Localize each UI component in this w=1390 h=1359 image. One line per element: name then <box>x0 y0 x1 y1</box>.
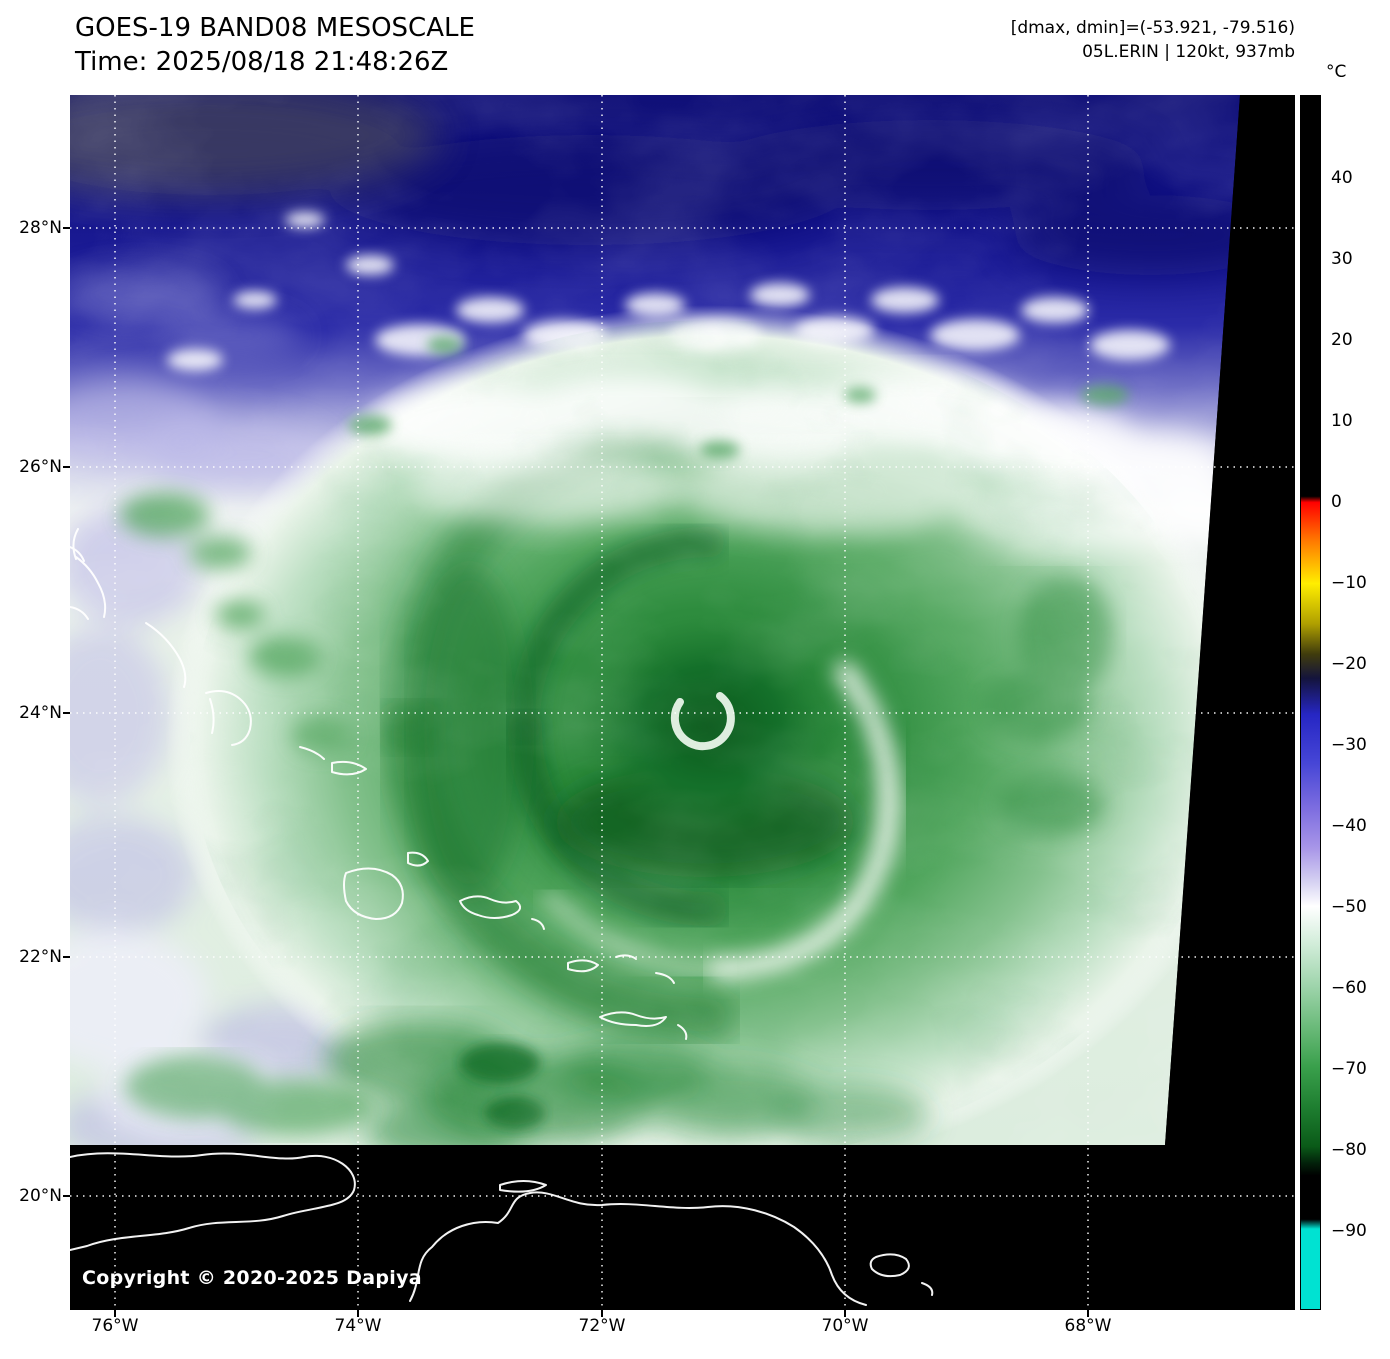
graticule-gridlines <box>70 95 1295 1310</box>
dmax-dmin-label: [dmax, dmin]=(-53.921, -79.516) <box>1010 18 1295 38</box>
colorbar-tick-30: 30 <box>1331 249 1353 269</box>
lat-label-20n: 20°N <box>19 1186 62 1206</box>
colorbar-tick-m90: −90 <box>1331 1221 1367 1241</box>
colorbar-tick-m60: −60 <box>1331 978 1367 998</box>
colorbar-tick-m70: −70 <box>1331 1059 1367 1079</box>
shield-texture <box>190 320 1230 1145</box>
lon-label-70w: 70°W <box>821 1316 869 1336</box>
lon-tick <box>844 1310 846 1317</box>
colorbar-unit-label: °C <box>1326 62 1347 82</box>
no-data-mask <box>70 95 1295 1310</box>
imagery-layers <box>70 95 1240 1145</box>
lon-label-68w: 68°W <box>1064 1316 1112 1336</box>
lon-tick <box>114 1310 116 1317</box>
colorbar-tick-m30: −30 <box>1331 735 1367 755</box>
lat-label-26n: 26°N <box>19 457 62 477</box>
temperature-colorbar <box>1300 95 1321 1310</box>
figure-title: GOES-19 BAND08 MESOSCALE <box>75 13 475 43</box>
colorbar-tick-m10: −10 <box>1331 573 1367 593</box>
coastline-hispaniola <box>409 1191 867 1306</box>
coastline-tortue <box>499 1180 547 1193</box>
lat-tick <box>63 1195 70 1197</box>
figure-annotations: [dmax, dmin]=(-53.921, -79.516) 05L.ERIN… <box>1011 16 1295 64</box>
coastline-turks-caicos <box>459 895 688 1040</box>
lat-label-22n: 22°N <box>19 947 62 967</box>
lon-label-72w: 72°W <box>578 1316 626 1336</box>
satellite-image <box>70 95 1295 1310</box>
figure-time: Time: 2025/08/18 21:48:26Z <box>75 47 449 77</box>
colorbar-tick-m80: −80 <box>1331 1140 1367 1160</box>
colorbar-tick-20: 20 <box>1331 330 1353 350</box>
lat-label-28n: 28°N <box>19 218 62 238</box>
coastline-bahamas <box>70 528 429 920</box>
storm-info-label: 05L.ERIN | 120kt, 937mb <box>1082 42 1295 62</box>
lon-label-74w: 74°W <box>334 1316 382 1336</box>
lat-tick <box>63 466 70 468</box>
colorbar-tick-m50: −50 <box>1331 897 1367 917</box>
lon-tick <box>601 1310 603 1317</box>
colorbar-tick-40: 40 <box>1331 168 1353 188</box>
copyright-label: Copyright © 2020-2025 Dapiya <box>82 1267 422 1289</box>
colorbar-tick-m40: −40 <box>1331 816 1367 836</box>
lat-label-24n: 24°N <box>19 703 62 723</box>
lat-tick <box>63 956 70 958</box>
lon-tick <box>357 1310 359 1317</box>
satellite-map: Copyright © 2020-2025 Dapiya <box>70 95 1295 1310</box>
colorbar-tick-0: 0 <box>1331 492 1342 512</box>
coastline-cuba <box>70 1152 356 1251</box>
coastlines <box>70 528 934 1306</box>
lat-tick <box>63 227 70 229</box>
lon-tick <box>1087 1310 1089 1317</box>
lon-label-76w: 76°W <box>91 1316 139 1336</box>
lat-tick <box>63 712 70 714</box>
colorbar-tick-m20: −20 <box>1331 654 1367 674</box>
colorbar-tick-10: 10 <box>1331 411 1353 431</box>
